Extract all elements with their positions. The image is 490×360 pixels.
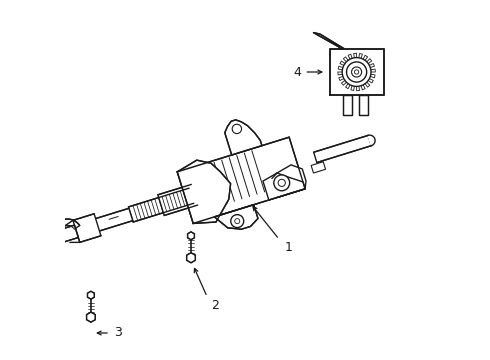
Polygon shape xyxy=(354,53,357,58)
Polygon shape xyxy=(314,33,344,49)
Text: 2: 2 xyxy=(211,299,219,312)
Polygon shape xyxy=(187,253,196,263)
Polygon shape xyxy=(365,82,370,87)
Polygon shape xyxy=(90,208,133,233)
Polygon shape xyxy=(128,188,194,222)
Polygon shape xyxy=(360,95,368,115)
Polygon shape xyxy=(88,291,95,299)
Polygon shape xyxy=(343,95,352,115)
Polygon shape xyxy=(188,232,195,240)
Polygon shape xyxy=(338,72,343,75)
Polygon shape xyxy=(87,312,95,322)
Text: 4: 4 xyxy=(293,66,301,78)
Circle shape xyxy=(346,62,367,82)
Polygon shape xyxy=(338,66,343,70)
Circle shape xyxy=(231,215,244,228)
Text: 3: 3 xyxy=(114,327,122,339)
Polygon shape xyxy=(272,173,305,197)
Polygon shape xyxy=(56,225,78,243)
Circle shape xyxy=(42,224,49,230)
Polygon shape xyxy=(41,224,52,257)
Circle shape xyxy=(235,219,240,224)
Polygon shape xyxy=(314,135,371,163)
Polygon shape xyxy=(31,224,52,258)
Polygon shape xyxy=(351,86,354,90)
Polygon shape xyxy=(263,165,306,200)
Polygon shape xyxy=(330,49,384,95)
Polygon shape xyxy=(371,69,375,72)
Polygon shape xyxy=(339,76,344,81)
Polygon shape xyxy=(52,219,80,234)
Polygon shape xyxy=(367,59,372,63)
Polygon shape xyxy=(361,85,365,90)
Polygon shape xyxy=(311,162,325,173)
Circle shape xyxy=(50,249,56,256)
Polygon shape xyxy=(345,84,350,89)
Polygon shape xyxy=(342,81,346,85)
Polygon shape xyxy=(370,74,375,78)
Polygon shape xyxy=(41,224,62,257)
Polygon shape xyxy=(225,120,262,155)
Polygon shape xyxy=(73,214,101,242)
Polygon shape xyxy=(348,54,352,59)
Circle shape xyxy=(232,124,242,134)
Polygon shape xyxy=(340,61,345,66)
Circle shape xyxy=(342,58,371,86)
Polygon shape xyxy=(369,63,374,68)
Circle shape xyxy=(274,175,290,191)
Circle shape xyxy=(351,67,362,77)
Polygon shape xyxy=(343,57,348,62)
Polygon shape xyxy=(177,160,231,224)
Polygon shape xyxy=(177,137,305,224)
Circle shape xyxy=(278,179,285,186)
Polygon shape xyxy=(215,205,258,229)
Polygon shape xyxy=(357,86,360,91)
Polygon shape xyxy=(368,135,375,146)
Text: 1: 1 xyxy=(285,241,293,254)
Polygon shape xyxy=(359,54,363,58)
Circle shape xyxy=(354,70,359,74)
Polygon shape xyxy=(158,185,197,215)
Polygon shape xyxy=(368,78,373,83)
Polygon shape xyxy=(363,55,368,60)
